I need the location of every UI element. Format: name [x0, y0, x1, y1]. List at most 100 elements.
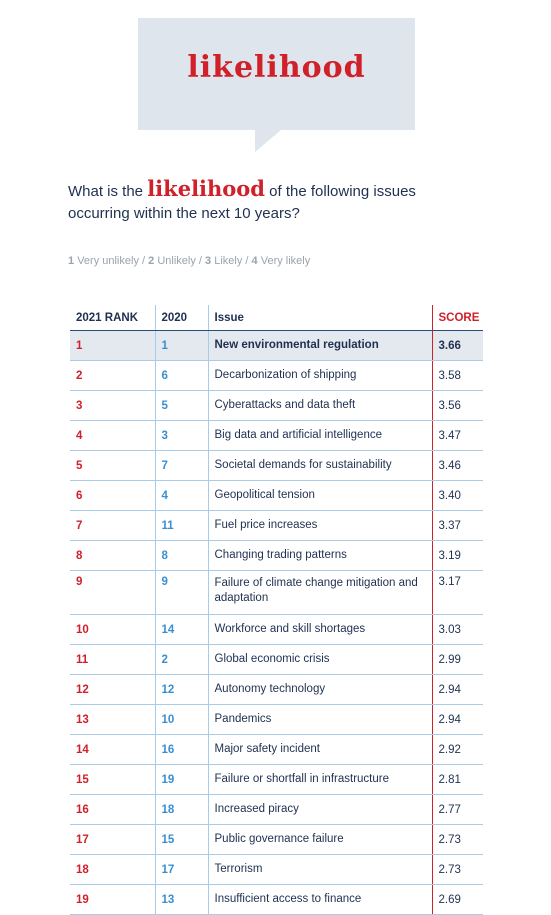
score: 2.92 [432, 734, 483, 765]
column-header: 2020 [155, 305, 209, 331]
scale-label: Unlikely [157, 255, 196, 267]
issue: Pandemics [208, 704, 433, 735]
score: 2.81 [432, 764, 483, 795]
score: 3.66 [432, 330, 483, 361]
rank-2021: 5 [70, 450, 156, 481]
rank-2021: 9 [70, 570, 156, 615]
issue: Societal demands for sustainability [208, 450, 433, 481]
rank-2021: 1 [70, 330, 156, 361]
rank-2021: 19 [70, 884, 156, 915]
rank-2021: 6 [70, 480, 156, 511]
column-header: 2021 RANK [70, 305, 156, 331]
issue: Global economic crisis [208, 644, 433, 675]
rank-2020: 15 [155, 824, 209, 855]
issue: Big data and artificial intelligence [208, 420, 433, 451]
rank-2020: 13 [155, 884, 209, 915]
ranking-table: 2021 RANK 2020 Issue SCORE 1 1 New environmen… [70, 305, 483, 915]
rank-2021: 11 [70, 644, 156, 675]
rank-2020: 11 [155, 510, 209, 541]
score: 2.73 [432, 824, 483, 855]
banner-tail [255, 130, 281, 152]
scale-number: 3 [205, 255, 212, 267]
question: What is the likelihood of the following … [68, 178, 478, 225]
table-row: 17 15 Public governance failure 2.73 [70, 824, 483, 855]
issue: Increased piracy [208, 794, 433, 825]
rank-2020: 5 [155, 390, 209, 421]
column-header: Issue [208, 305, 433, 331]
rank-2020: 1 [155, 330, 209, 361]
table-row: 9 9 Failure of climate change mitigation a… [70, 570, 483, 615]
score: 2.69 [432, 884, 483, 915]
scale-number: 4 [251, 255, 258, 267]
table-row: 3 5 Cyberattacks and data theft 3.56 [70, 390, 483, 421]
scale-label: Likely [214, 255, 243, 267]
issue: Autonomy technology [208, 674, 433, 705]
page: likelihood What is the likelihood of the… [68, 18, 483, 915]
issue: New environmental regulation [208, 330, 433, 361]
table-row: 8 8 Changing trading patterns 3.19 [70, 540, 483, 571]
rank-2020: 12 [155, 674, 209, 705]
rank-2020: 10 [155, 704, 209, 735]
rank-2021: 15 [70, 764, 156, 795]
rank-2021: 14 [70, 734, 156, 765]
table-row: 5 7 Societal demands for sustainability 3.4… [70, 450, 483, 481]
table-row: 7 11 Fuel price increases 3.37 [70, 510, 483, 541]
rank-2020: 2 [155, 644, 209, 675]
scale-number: 1 [68, 255, 75, 267]
score: 2.73 [432, 854, 483, 885]
score: 3.56 [432, 390, 483, 421]
banner-title: likelihood [187, 50, 366, 85]
score: 3.03 [432, 614, 483, 645]
scale-label: Very likely [260, 255, 311, 267]
score: 2.77 [432, 794, 483, 825]
rank-2020: 8 [155, 540, 209, 571]
table-row: 2 6 Decarbonization of shipping 3.58 [70, 360, 483, 391]
score: 2.94 [432, 704, 483, 735]
rank-2020: 4 [155, 480, 209, 511]
issue: Workforce and skill shortages [208, 614, 433, 645]
issue: Terrorism [208, 854, 433, 885]
rank-2021: 8 [70, 540, 156, 571]
table-row: 12 12 Autonomy technology 2.94 [70, 674, 483, 705]
rank-2021: 18 [70, 854, 156, 885]
column-header: SCORE [432, 305, 483, 331]
score: 2.94 [432, 674, 483, 705]
table-row: 6 4 Geopolitical tension 3.40 [70, 480, 483, 511]
rank-2020: 19 [155, 764, 209, 795]
question-text: What is the [68, 183, 144, 200]
issue: Major safety incident [208, 734, 433, 765]
banner-bubble [138, 18, 415, 130]
table-row: 16 18 Increased piracy 2.77 [70, 794, 483, 825]
header-row: 2021 RANK 2020 Issue SCORE [70, 305, 483, 331]
rank-2020: 14 [155, 614, 209, 645]
table-row: 10 14 Workforce and skill shortages 3.03 [70, 614, 483, 645]
scale-label: Very unlikely [77, 255, 139, 267]
issue: Insufficient access to finance [208, 884, 433, 915]
issue: Changing trading patterns [208, 540, 433, 571]
rank-2020: 18 [155, 794, 209, 825]
issue: Failure of climate change mitigation and… [208, 570, 433, 615]
rank-2020: 3 [155, 420, 209, 451]
score: 3.37 [432, 510, 483, 541]
rank-2021: 10 [70, 614, 156, 645]
issue: Decarbonization of shipping [208, 360, 433, 391]
score: 3.19 [432, 540, 483, 571]
table-row: 15 19 Failure or shortfall in infrastructu… [70, 764, 483, 795]
score: 2.99 [432, 644, 483, 675]
score: 3.47 [432, 420, 483, 451]
rank-2020: 7 [155, 450, 209, 481]
score: 3.58 [432, 360, 483, 391]
rank-2021: 3 [70, 390, 156, 421]
rank-2021: 7 [70, 510, 156, 541]
score: 3.46 [432, 450, 483, 481]
scale-separator: / [142, 255, 146, 267]
issue: Geopolitical tension [208, 480, 433, 511]
scale-separator: / [245, 255, 249, 267]
issue: Cyberattacks and data theft [208, 390, 433, 421]
question-text: of the following issues occurring within… [68, 183, 416, 222]
table-row: 4 3 Big data and artificial intelligence 3.… [70, 420, 483, 451]
scale: 1 Very unlikely / 2 Unlikely / 3 Likely … [68, 255, 310, 267]
table-row: 11 2 Global economic crisis 2.99 [70, 644, 483, 675]
table-row: 19 13 Insufficient access to finance 2.69 [70, 884, 483, 915]
rank-2020: 9 [155, 570, 209, 615]
